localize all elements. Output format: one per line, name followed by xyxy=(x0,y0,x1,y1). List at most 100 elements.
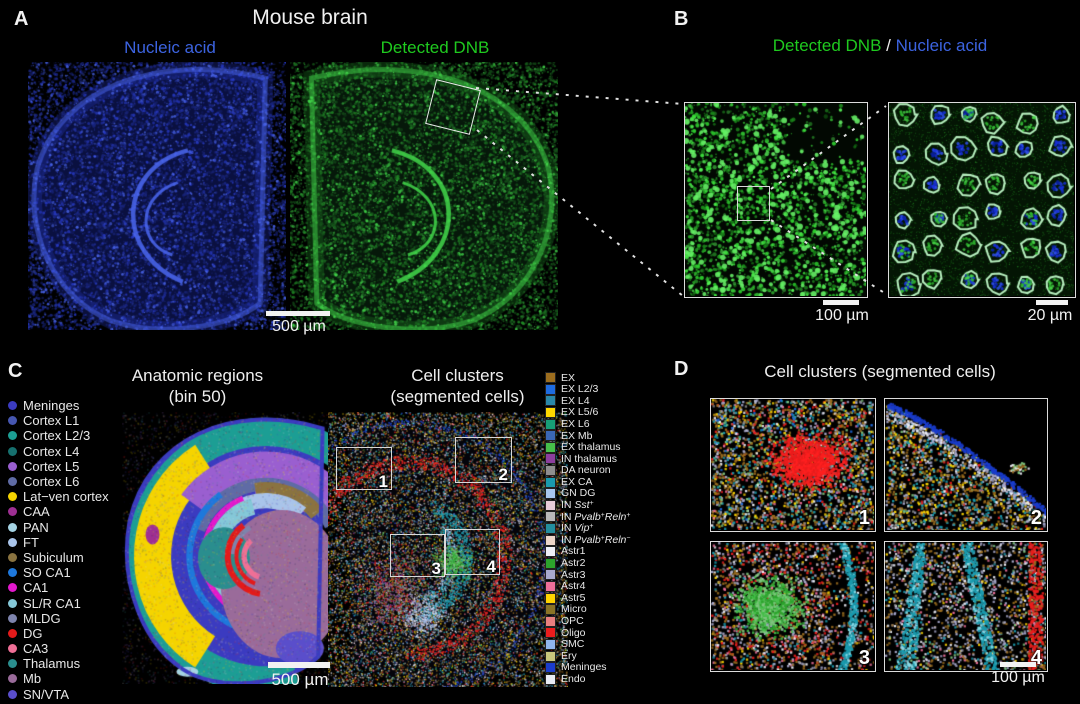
cell-clusters-legend: EX EX L2/3 EX L4 EX L5/6 EX L6 EX Mb EX thalam… xyxy=(544,372,670,685)
legend-item-label: EX L2/3 xyxy=(561,383,599,396)
legend-color-dot xyxy=(8,416,17,426)
anatomic-regions-title: Anatomic regions xyxy=(131,366,264,385)
cluster-crop-label-1: 1 xyxy=(858,507,870,529)
panel-c-roi-box-3: 3 xyxy=(390,534,445,577)
cluster-crop-image-3 xyxy=(711,542,874,670)
panel-c-roi-label-4: 4 xyxy=(486,557,496,576)
legend-item-label: DG xyxy=(23,625,43,641)
legend-color-swatch xyxy=(545,534,556,546)
anatomic-legend-item: Thalamus xyxy=(6,656,124,671)
legend-item-label: Astr4 xyxy=(561,580,586,593)
legend-item-label: Meninges xyxy=(23,398,80,414)
anatomic-regions-image xyxy=(122,412,340,684)
legend-item-label: EX L4 xyxy=(561,394,590,407)
legend-color-dot xyxy=(8,477,17,487)
dashed-connector xyxy=(770,219,887,295)
cluster-crop-frame-2: 2 xyxy=(884,398,1048,532)
legend-color-dot xyxy=(8,446,17,456)
legend-color-swatch xyxy=(545,407,556,419)
legend-color-dot xyxy=(8,507,17,517)
cluster-crop-label-4: 4 xyxy=(1030,647,1042,669)
legend-item-label: Lat−ven cortex xyxy=(23,489,109,505)
cluster-legend-item: Astr3 xyxy=(544,569,670,581)
legend-item-label: EX xyxy=(561,371,576,384)
panel-a-title: Mouse brain xyxy=(252,6,368,29)
cluster-legend-item: IN Vip+ xyxy=(544,523,670,535)
panel-c-letter: C xyxy=(8,360,23,382)
cell-clusters-title: Cell clusters xyxy=(411,366,504,385)
panel-c-roi-label-2: 2 xyxy=(498,465,508,484)
cluster-legend-item: EX L5/6 xyxy=(544,407,670,419)
panel-b-title: Detected DNB / Nucleic acid xyxy=(700,36,1060,56)
legend-color-dot xyxy=(8,492,17,502)
anatomic-legend-item: PAN xyxy=(6,520,124,535)
dashed-connector xyxy=(476,129,684,297)
legend-color-dot xyxy=(8,659,17,669)
nucleic-acid-label: Nucleic acid xyxy=(124,38,216,57)
legend-color-swatch xyxy=(545,580,556,592)
legend-item-label: PAN xyxy=(23,519,49,535)
legend-color-swatch xyxy=(545,383,556,395)
legend-item-label: SO CA1 xyxy=(23,565,71,581)
legend-color-swatch xyxy=(545,546,556,558)
legend-item-label: Thalamus xyxy=(23,656,81,672)
dashed-connector xyxy=(770,105,887,190)
legend-color-swatch xyxy=(545,673,556,685)
legend-item-label: Oligo xyxy=(561,626,586,639)
cluster-legend-item: Micro xyxy=(544,604,670,616)
legend-item-label: Cortex L2/3 xyxy=(23,428,91,444)
legend-item-label: Endo xyxy=(561,672,586,685)
cluster-legend-item: IN Sst+ xyxy=(544,499,670,512)
legend-item-label: Micro xyxy=(561,603,587,616)
anatomic-legend-item: FT xyxy=(6,535,124,550)
cluster-legend-item: DA neuron xyxy=(544,465,670,477)
panel-b-title-blue: Nucleic acid xyxy=(895,36,988,55)
legend-color-swatch xyxy=(545,430,556,442)
legend-color-swatch xyxy=(545,592,556,604)
brain-nucleic-acid-image xyxy=(28,62,286,330)
panel-c-scalebar-label: 500 µm xyxy=(271,670,329,689)
panel-b-title-green: Detected DNB xyxy=(772,36,882,55)
legend-color-swatch xyxy=(545,453,556,465)
legend-item-label: Mb xyxy=(23,671,42,687)
legend-color-dot xyxy=(8,613,17,623)
anatomic-legend-item: SN/VTA xyxy=(6,687,124,702)
legend-item-label: Cortex L1 xyxy=(23,413,80,429)
panel-c-roi-box-4: 4 xyxy=(445,529,500,575)
anatomic-legend-item: Cortex L6 xyxy=(6,474,124,489)
cluster-legend-item: Astr4 xyxy=(544,580,670,593)
cluster-legend-item: Endo xyxy=(544,673,670,685)
legend-item-label: IN Pvalb+Reln− xyxy=(561,533,631,546)
cluster-legend-item: EX Mb xyxy=(544,430,670,442)
legend-color-swatch xyxy=(545,488,556,500)
anatomic-legend-item: SL/R CA1 xyxy=(6,595,124,611)
legend-color-swatch xyxy=(545,372,556,384)
legend-color-swatch xyxy=(545,627,556,639)
legend-item-label: EX CA xyxy=(561,475,593,488)
anatomic-legend-item: DG xyxy=(6,626,124,641)
anatomic-legend-item: Mb xyxy=(6,671,124,686)
cluster-legend-item: Meninges xyxy=(544,662,670,674)
legend-color-swatch xyxy=(545,395,556,407)
anatomic-legend-item: CA1 xyxy=(6,580,124,595)
cluster-legend-item: IN Pvalb+Reln+ xyxy=(544,511,670,523)
panel-c-roi-label-1: 1 xyxy=(378,472,388,491)
panel-b-scalebar-left xyxy=(823,300,859,305)
cluster-legend-item: IN Pvalb+Reln− xyxy=(544,534,670,546)
segmented-cells-zoom-image xyxy=(889,103,1074,296)
legend-item-label: FT xyxy=(23,534,39,550)
legend-item-label: Ery xyxy=(561,649,577,662)
legend-color-swatch xyxy=(545,662,556,674)
anatomic-legend-item: SO CA1 xyxy=(6,565,124,580)
legend-item-label: CAA xyxy=(23,504,50,520)
cluster-legend-item: GN DG xyxy=(544,488,670,500)
legend-item-label: SN/VTA xyxy=(23,686,69,702)
legend-item-label: EX L6 xyxy=(561,417,590,430)
legend-item-label: Cortex L5 xyxy=(23,458,80,474)
legend-item-label: IN thalamus xyxy=(561,452,618,465)
cluster-crop-image-4 xyxy=(885,542,1046,670)
dnb-zoom-frame xyxy=(684,102,868,298)
anatomic-legend-item: CAA xyxy=(6,504,124,519)
panel-c-roi-box-1: 1 xyxy=(336,447,392,490)
